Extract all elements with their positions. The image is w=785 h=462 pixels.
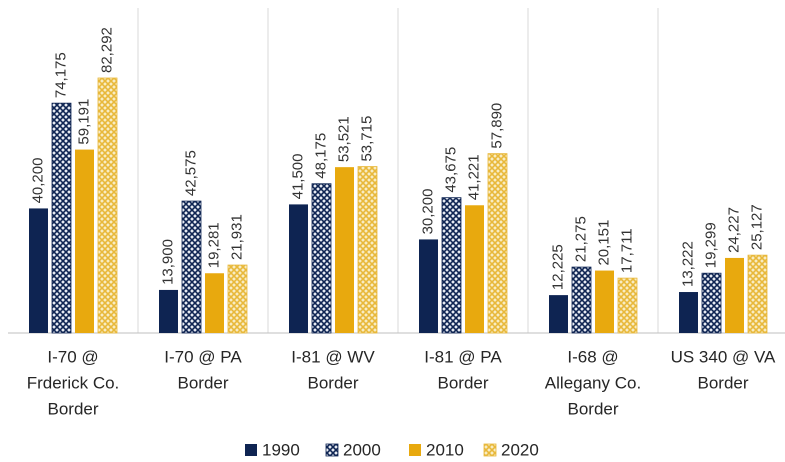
bar bbox=[357, 166, 378, 334]
value-label: 19,299 bbox=[702, 222, 719, 268]
x-tick-label: Border bbox=[307, 373, 358, 392]
value-label: 24,227 bbox=[725, 207, 742, 253]
value-label: 13,900 bbox=[159, 239, 176, 285]
value-label: 19,281 bbox=[205, 222, 222, 268]
x-tick-label: I-81 @ WV bbox=[291, 347, 375, 366]
legend-swatch bbox=[483, 443, 497, 457]
value-label: 13,222 bbox=[679, 241, 696, 287]
bar bbox=[205, 273, 224, 333]
x-tick-label: Border bbox=[47, 399, 98, 418]
bar bbox=[701, 272, 722, 334]
legend-label: 2000 bbox=[343, 440, 381, 459]
bar bbox=[617, 277, 638, 334]
value-label: 82,292 bbox=[98, 27, 115, 73]
bar bbox=[29, 208, 48, 333]
value-label: 53,521 bbox=[335, 116, 352, 162]
value-label: 25,127 bbox=[748, 204, 765, 250]
bar bbox=[465, 205, 484, 333]
bar bbox=[549, 295, 568, 333]
value-label: 42,575 bbox=[182, 150, 199, 196]
bar bbox=[571, 266, 592, 334]
value-label: 41,500 bbox=[289, 154, 306, 200]
value-label: 53,715 bbox=[358, 116, 375, 162]
legend-label: 2020 bbox=[501, 440, 539, 459]
bar bbox=[335, 167, 354, 333]
bar bbox=[595, 270, 614, 333]
x-tick-label: I-81 @ PA bbox=[424, 347, 502, 366]
bar bbox=[679, 292, 698, 333]
legend-swatch bbox=[409, 444, 421, 456]
legend-label: 1990 bbox=[262, 440, 300, 459]
bar bbox=[289, 204, 308, 333]
x-tick-label: I-70 @ bbox=[47, 347, 98, 366]
legend-swatch bbox=[245, 444, 257, 456]
bar bbox=[181, 200, 202, 334]
legend-swatch bbox=[325, 443, 339, 457]
x-tick-label: I-70 @ PA bbox=[164, 347, 242, 366]
x-tick-label: Border bbox=[177, 373, 228, 392]
bar bbox=[419, 239, 438, 333]
bar bbox=[311, 183, 332, 334]
x-tick-label: Border bbox=[437, 373, 488, 392]
value-label: 57,890 bbox=[488, 103, 505, 149]
bar bbox=[227, 264, 248, 334]
value-label: 17,711 bbox=[618, 228, 635, 273]
bar bbox=[441, 197, 462, 334]
bar bbox=[725, 257, 744, 333]
value-label: 48,175 bbox=[312, 133, 329, 179]
value-label: 74,175 bbox=[52, 52, 69, 98]
value-label: 21,931 bbox=[228, 214, 245, 260]
value-label: 12,225 bbox=[549, 244, 566, 290]
x-tick-label: Border bbox=[697, 373, 748, 392]
x-tick-label: Frderick Co. bbox=[27, 373, 120, 392]
value-label: 21,275 bbox=[572, 216, 589, 262]
value-label: 41,221 bbox=[465, 154, 482, 200]
value-label: 59,191 bbox=[75, 99, 92, 145]
x-tick-label: US 340 @ VA bbox=[671, 347, 776, 366]
x-tick-label: I-68 @ bbox=[567, 347, 618, 366]
bar bbox=[51, 102, 72, 334]
legend-label: 2010 bbox=[426, 440, 464, 459]
x-tick-label: Border bbox=[567, 399, 618, 418]
bar bbox=[97, 77, 118, 334]
value-label: 40,200 bbox=[29, 158, 46, 204]
x-tick-label: Allegany Co. bbox=[545, 373, 641, 392]
value-label: 20,151 bbox=[595, 220, 612, 266]
value-label: 30,200 bbox=[419, 189, 436, 235]
bar bbox=[747, 254, 768, 334]
bar bbox=[75, 149, 94, 333]
bar bbox=[159, 289, 178, 333]
bar bbox=[487, 153, 508, 334]
value-label: 43,675 bbox=[442, 147, 459, 193]
